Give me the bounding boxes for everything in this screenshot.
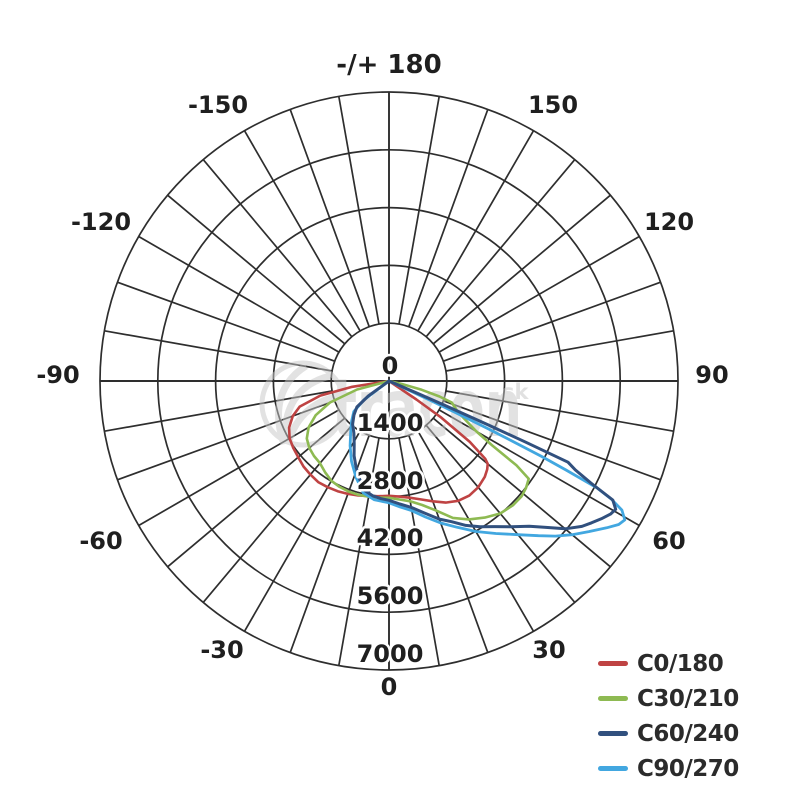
grid-spoke xyxy=(117,281,335,362)
grid-spoke xyxy=(432,194,611,345)
grid-spoke xyxy=(445,329,674,372)
grid-spoke xyxy=(167,194,346,345)
watermark-logo-circle xyxy=(259,360,347,448)
angle-label: 150 xyxy=(528,91,578,119)
grid-spoke xyxy=(398,96,441,325)
grid-spoke xyxy=(443,281,661,362)
radial-tick-label: 0 xyxy=(382,352,399,380)
legend-label: C0/180 xyxy=(637,650,724,677)
legend-item: C30/210 xyxy=(598,681,739,716)
grid-spoke xyxy=(438,409,640,527)
radial-tick-label: 1400 xyxy=(357,409,424,437)
grid-spoke xyxy=(425,159,576,338)
polar-grid xyxy=(99,91,679,671)
grid-spoke xyxy=(398,437,441,666)
legend-swatch-c30-210 xyxy=(598,696,628,701)
grid-spoke xyxy=(337,96,380,325)
angle-label: -30 xyxy=(200,636,243,664)
angle-label: -60 xyxy=(79,527,122,555)
grid-spoke xyxy=(243,130,361,332)
leaf-icon xyxy=(275,363,345,446)
grid-spoke xyxy=(202,159,353,338)
grid-spoke xyxy=(138,235,340,353)
legend-swatch-c90-270 xyxy=(598,766,628,771)
radial-tick-label: 7000 xyxy=(357,640,424,668)
angle-label: -/+ 180 xyxy=(336,50,441,80)
curve-c60-240 xyxy=(351,379,618,531)
legend-swatch-c0-180 xyxy=(598,661,628,666)
grid-spoke xyxy=(432,417,611,568)
angle-label: -120 xyxy=(71,208,131,236)
legend-item: C0/180 xyxy=(598,646,739,681)
angle-label: -150 xyxy=(188,91,248,119)
grid-spoke xyxy=(408,435,489,653)
legend-label: C60/240 xyxy=(637,720,739,747)
grid-spoke xyxy=(438,235,640,353)
angle-label: 120 xyxy=(644,208,694,236)
curve-c90-270 xyxy=(348,379,627,538)
grid-spoke xyxy=(337,437,380,666)
grid-spoke xyxy=(138,409,340,527)
watermark-suffix: .sk xyxy=(494,380,529,404)
legend-item: C90/270 xyxy=(598,751,739,786)
angle-label: 60 xyxy=(652,527,685,555)
grid-spoke xyxy=(443,400,661,481)
legend: C0/180 C30/210 C60/240 C90/270 xyxy=(598,646,739,786)
angle-label: 30 xyxy=(532,636,565,664)
angle-label: 0 xyxy=(381,673,398,701)
legend-swatch-c60-240 xyxy=(598,731,628,736)
grid-spoke xyxy=(243,430,361,632)
legend-item: C60/240 xyxy=(598,716,739,751)
chart-labels: -/+ 180 -150 150 -120 120 -90 90 -60 60 -30 30 0 0 14… xyxy=(34,48,731,704)
grid-spoke xyxy=(417,130,535,332)
grid-spoke xyxy=(445,390,674,433)
grid-spoke xyxy=(408,109,489,327)
grid-spoke xyxy=(202,424,353,603)
grid-spoke xyxy=(289,109,370,327)
intensity-curves xyxy=(287,379,627,538)
curve-c0-180 xyxy=(287,379,489,504)
radial-tick-label: 5600 xyxy=(357,582,424,610)
legend-label: C30/210 xyxy=(637,685,739,712)
grid-spoke xyxy=(117,400,335,481)
angle-label: -90 xyxy=(36,361,79,389)
legend-label: C90/270 xyxy=(637,755,739,782)
radial-tick-label: 4200 xyxy=(357,524,424,552)
angle-label: 90 xyxy=(695,361,728,389)
radial-tick-label: 2800 xyxy=(357,467,424,495)
